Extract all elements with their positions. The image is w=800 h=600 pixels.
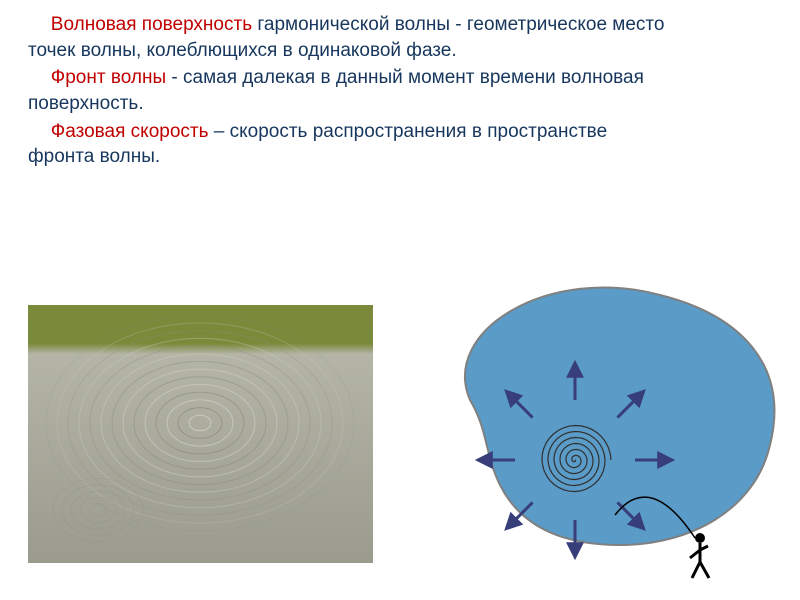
term-wave-front: Фронт волны (51, 67, 172, 88)
def-phase-velocity-a: – скорость распространения в пространств… (214, 121, 607, 142)
term-phase-velocity: Фазовая скорость (51, 121, 214, 142)
para-wave-front: Фронт волны - самая далекая в данный мом… (28, 65, 772, 116)
term-wave-surface: Волновая поверхность (51, 14, 258, 35)
para-wave-surface: Волновая поверхность гармонической волны… (28, 12, 772, 63)
def-wave-surface-b: точек волны, колеблющихся в одинаковой ф… (28, 40, 457, 61)
pond-diagram (410, 270, 790, 600)
def-wave-front-a: - самая далекая в данный момент времени … (171, 67, 644, 88)
figure-row (0, 270, 800, 600)
water-ripple-photo (28, 305, 373, 563)
para-phase-velocity: Фазовая скорость – скорость распростране… (28, 119, 772, 170)
text-block: Волновая поверхность гармонической волны… (0, 0, 800, 170)
def-wave-surface-a: гармонической волны - геометрическое мес… (257, 14, 664, 35)
def-wave-front-b: поверхность. (28, 93, 144, 114)
def-phase-velocity-b: фронта волны. (28, 146, 160, 167)
